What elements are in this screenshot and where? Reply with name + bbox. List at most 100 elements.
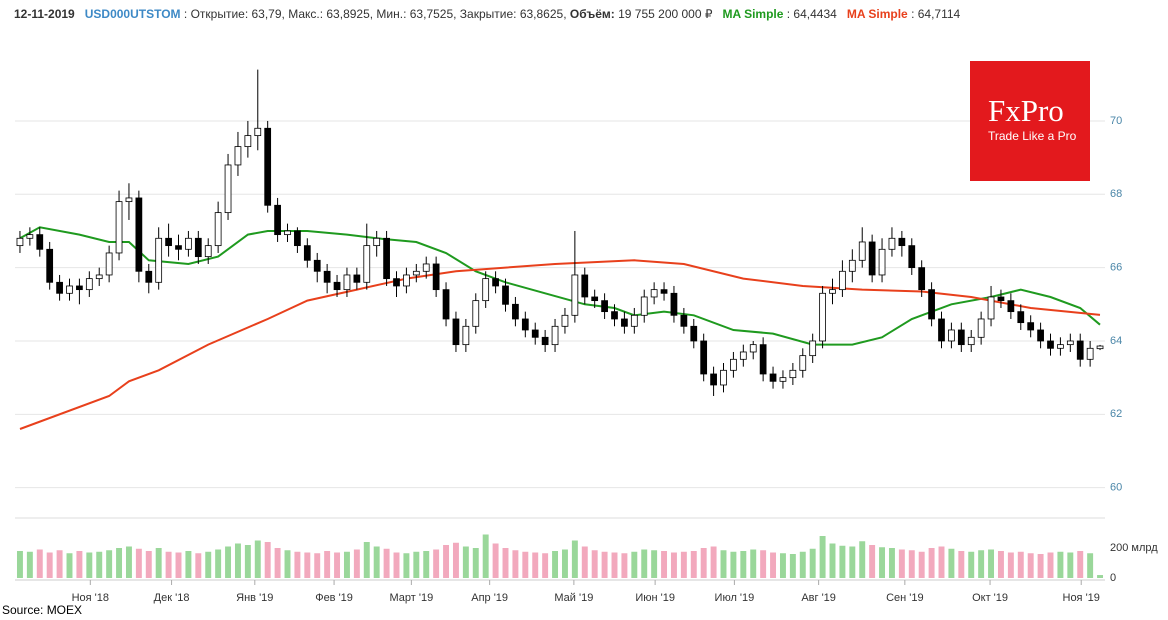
volume-bar [264,542,271,578]
ticker: USD000UTSTOM [84,7,181,21]
candle-body [244,135,252,148]
candle-body [175,245,182,250]
candle-body [234,146,242,166]
volume-bar [561,549,568,578]
volume-bar [304,552,311,578]
candle-body [769,373,777,382]
volume-bar [452,542,459,578]
volume-bar [1077,551,1084,578]
candle-body [779,377,787,382]
candle-body [393,278,400,287]
candle-body [868,241,876,276]
candle-body [204,245,212,258]
candle-body [422,263,430,272]
volume-bar [1087,553,1094,578]
volume-bar [918,551,925,578]
volume-bar [1097,575,1104,578]
y-tick-label: 62 [1110,408,1122,420]
volume-bar [1067,552,1074,578]
candle-body [1066,340,1074,346]
volume-bar [482,534,489,578]
volume-bar [908,550,915,578]
candle-body [670,292,678,316]
volume-bar [383,548,390,578]
candle-body [541,336,549,346]
candle-body [749,344,757,353]
ma-line [19,226,1101,346]
candle-body [383,237,390,280]
volume-bar [621,553,628,578]
x-tick-label: Окт '19 [972,592,1008,604]
candle-body [452,318,460,346]
x-tick-label: Ноя '19 [1063,592,1100,604]
y-tick-label: 70 [1110,115,1122,127]
volume-bar [1027,553,1034,578]
volume-bar [46,552,53,578]
candle-body [1057,344,1064,349]
x-tick-label: Ноя '18 [72,592,109,604]
candle-body [928,289,935,320]
candle-body [125,197,133,203]
y-tick-label: 60 [1110,482,1122,494]
ma-line [19,259,1101,430]
volume-bar [552,551,559,578]
candle-body [878,248,886,276]
volume-bar [502,548,509,578]
candle-body [650,289,658,298]
candle-body [254,127,262,137]
candle-body [908,245,916,269]
candle-body [56,281,63,294]
volume-bar [809,548,816,578]
candle-body [1007,300,1015,313]
volume-bar [363,542,370,578]
candle-body [581,274,589,298]
ohlc: : Открытие: 63,79, Макс.: 63,8925, Мин.:… [183,7,567,21]
volume-bar [86,552,93,578]
volume-bar [641,549,648,578]
candle-body [403,274,410,287]
candle-body [46,248,54,283]
volume-bar [413,551,420,578]
candle-body [284,230,291,236]
candle-body [1017,311,1025,324]
volume-bar [532,552,539,578]
volume-bar [512,550,519,578]
volume-bar [343,551,350,578]
candle-body [482,278,490,302]
x-tick-label: Июн '19 [635,592,675,604]
volume-bar [522,551,529,578]
volume-bar [106,550,113,578]
candle-body [224,164,232,214]
ma-name: MA Simple [846,7,908,21]
volume-bar [779,553,786,578]
candle-body [194,237,202,258]
candle-body [987,296,995,320]
ma-value: : 64,4434 [786,7,837,21]
candle-body [442,289,450,320]
candle-body [898,237,906,247]
volume-bar [948,548,955,578]
volume-bar [373,546,380,578]
candle-body [720,369,727,386]
date: 12-11-2019 [14,7,75,21]
volume-bar [869,545,876,578]
candle-body [502,285,509,305]
volume-bar [670,552,677,578]
candle-body [1047,340,1054,349]
candle-body [185,237,192,250]
candle-body [759,344,767,375]
volume-bar [859,541,866,578]
volume-bar [849,546,856,578]
y-tick-label: 64 [1110,335,1122,347]
candle-body [492,278,499,287]
candle-body [165,237,172,247]
volume-bar [611,552,618,578]
candle-body [1037,329,1044,342]
volume-bar [542,553,549,578]
candle-body [323,270,331,283]
candle-body [948,329,955,342]
candle-body [145,270,153,283]
volume-bar [1017,551,1024,578]
candle-body [967,336,975,346]
